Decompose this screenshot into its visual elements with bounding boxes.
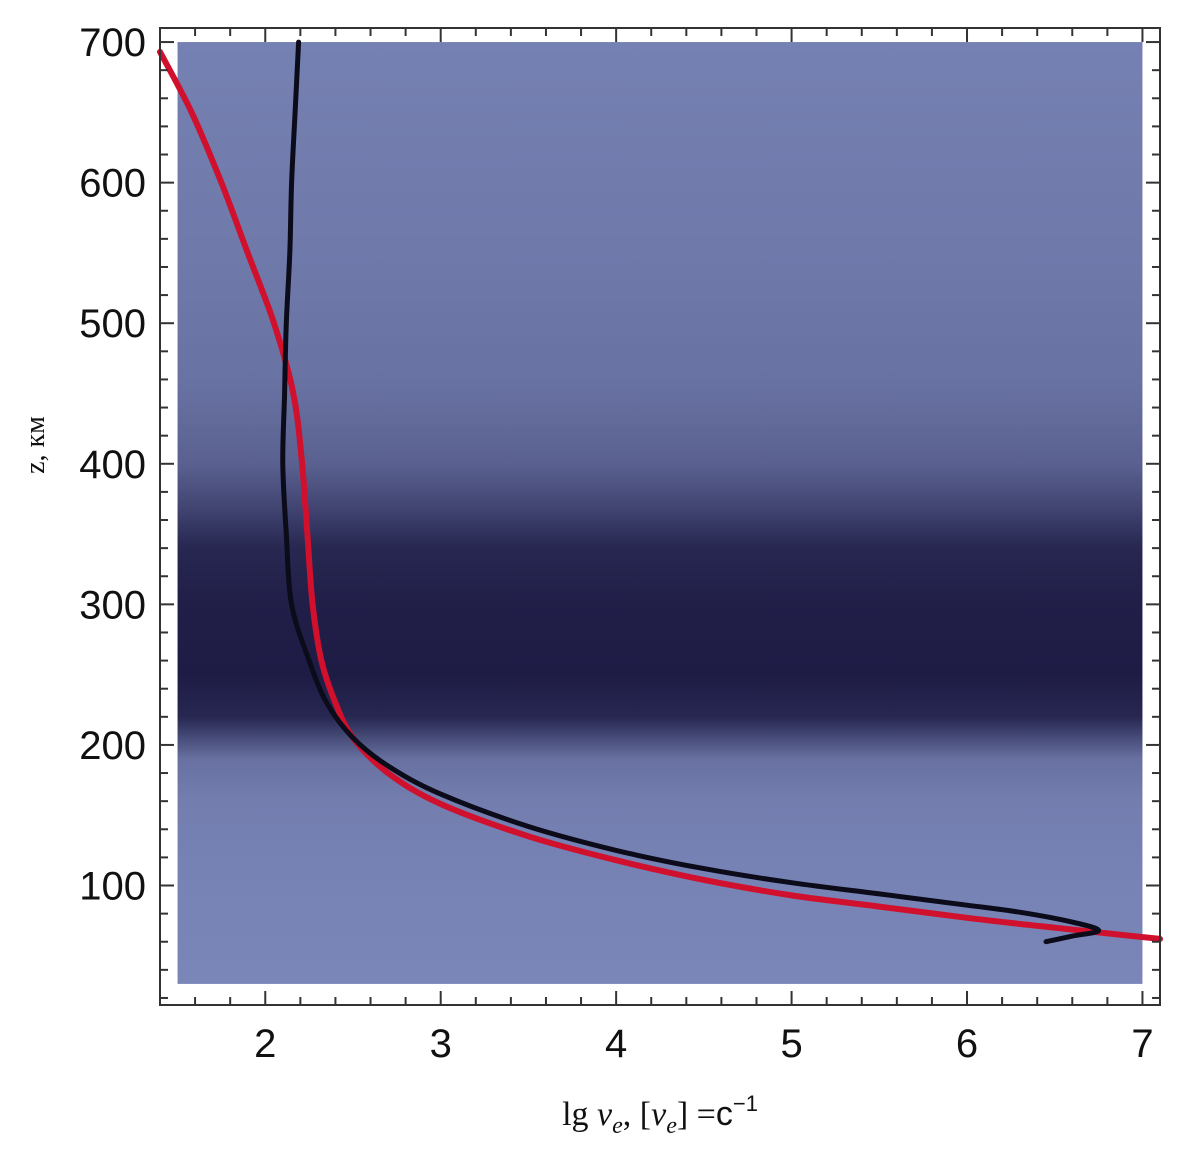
tick-labels: 2 3 4 5 6 7 100 200 300 400 500 600 700 [79, 21, 1153, 1066]
y-tick-label: 700 [79, 21, 146, 65]
tick-marks [159, 28, 1160, 1005]
y-tick-label: 200 [79, 724, 146, 768]
y-tick-label: 300 [79, 583, 146, 627]
x-tick-label: 5 [780, 1022, 802, 1066]
x-tick-label: 2 [254, 1022, 276, 1066]
x-tick-label: 3 [430, 1022, 452, 1066]
plot-frame [159, 27, 1161, 1006]
y-tick-label: 600 [79, 162, 146, 206]
x-axis-label: lg νe, [νe] =c−1 [562, 1091, 758, 1139]
y-tick-label: 400 [79, 443, 146, 487]
series-layer [157, 39, 1163, 945]
x-tick-label: 4 [605, 1022, 627, 1066]
x-tick-label: 6 [956, 1022, 978, 1066]
density-background [177, 42, 1143, 984]
y-tick-label: 500 [79, 302, 146, 346]
y-axis-label: z, км [20, 416, 51, 474]
x-tick-label: 7 [1131, 1022, 1153, 1066]
y-tick-label: 100 [79, 865, 146, 909]
series-line-black [280, 39, 1102, 945]
